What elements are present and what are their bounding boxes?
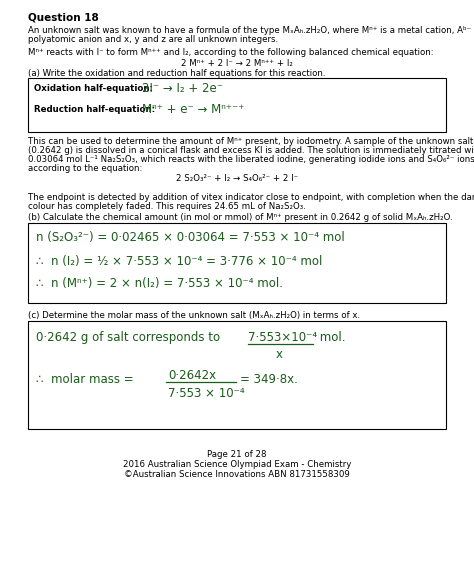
- Text: mol.: mol.: [316, 331, 346, 344]
- Bar: [28, 321, 446, 429]
- Text: polyatomic anion and x, y and z are all unknown integers.: polyatomic anion and x, y and z are all …: [28, 35, 278, 44]
- Text: This can be used to determine the amount of Mⁿ⁺ present, by iodometry. A sample : This can be used to determine the amount…: [28, 137, 474, 146]
- Text: n (S₂O₃²⁻) = 0·02465 × 0·03064 = 7·553 × 10⁻⁴ mol: n (S₂O₃²⁻) = 0·02465 × 0·03064 = 7·553 ×…: [36, 231, 345, 244]
- Text: The endpoint is detected by addition of vitex indicator close to endpoint, with : The endpoint is detected by addition of …: [28, 193, 474, 202]
- Text: (0.2642 g) is dissolved in a conical flask and excess KI is added. The solution : (0.2642 g) is dissolved in a conical fla…: [28, 146, 474, 155]
- Bar: [28, 223, 446, 303]
- Text: 2I⁻ → I₂ + 2e⁻: 2I⁻ → I₂ + 2e⁻: [142, 82, 223, 95]
- Text: = 349·8x.: = 349·8x.: [240, 373, 298, 386]
- Text: ∴  n (Mⁿ⁺) = 2 × n(I₂) = 7·553 × 10⁻⁴ mol.: ∴ n (Mⁿ⁺) = 2 × n(I₂) = 7·553 × 10⁻⁴ mol…: [36, 277, 283, 290]
- Text: Mⁿ⁺ reacts with I⁻ to form Mⁿ⁺⁺ and I₂, according to the following balanced chem: Mⁿ⁺ reacts with I⁻ to form Mⁿ⁺⁺ and I₂, …: [28, 48, 434, 57]
- Text: Oxidation half-equation:: Oxidation half-equation:: [34, 84, 153, 93]
- Text: Mⁿ⁺ + e⁻ → Mⁿ⁺⁻⁺: Mⁿ⁺ + e⁻ → Mⁿ⁺⁻⁺: [142, 103, 245, 116]
- Text: 7·553×10⁻⁴: 7·553×10⁻⁴: [248, 331, 317, 344]
- Text: x: x: [276, 348, 283, 361]
- Bar: [28, 78, 446, 132]
- Text: ∴  n (I₂) = ½ × 7·553 × 10⁻⁴ = 3·776 × 10⁻⁴ mol: ∴ n (I₂) = ½ × 7·553 × 10⁻⁴ = 3·776 × 10…: [36, 255, 322, 268]
- Text: 0·2642 g of salt corresponds to: 0·2642 g of salt corresponds to: [36, 331, 228, 344]
- Text: (c) Determine the molar mass of the unknown salt (MₓAₕ.zH₂O) in terms of x.: (c) Determine the molar mass of the unkn…: [28, 311, 360, 320]
- Text: 0.03064 mol L⁻¹ Na₂S₂O₃, which reacts with the liberated iodine, generating iodi: 0.03064 mol L⁻¹ Na₂S₂O₃, which reacts wi…: [28, 155, 474, 164]
- Text: An unknown salt was known to have a formula of the type MₓAₕ.zH₂O, where Mⁿ⁺ is : An unknown salt was known to have a form…: [28, 26, 474, 35]
- Text: ∴  molar mass =: ∴ molar mass =: [36, 373, 137, 386]
- Text: Page 21 of 28: Page 21 of 28: [207, 450, 267, 459]
- Text: Question 18: Question 18: [28, 13, 99, 23]
- Text: 2 S₂O₃²⁻ + I₂ → S₄O₆²⁻ + 2 I⁻: 2 S₂O₃²⁻ + I₂ → S₄O₆²⁻ + 2 I⁻: [176, 174, 298, 183]
- Text: (a) Write the oxidation and reduction half equations for this reaction.: (a) Write the oxidation and reduction ha…: [28, 69, 326, 78]
- Text: Reduction half-equation:: Reduction half-equation:: [34, 105, 155, 114]
- Text: 2016 Australian Science Olympiad Exam - Chemistry: 2016 Australian Science Olympiad Exam - …: [123, 460, 351, 469]
- Text: 7·553 × 10⁻⁴: 7·553 × 10⁻⁴: [168, 387, 245, 400]
- Text: colour has completely faded. This requires 24.65 mL of Na₂S₂O₃.: colour has completely faded. This requir…: [28, 202, 306, 211]
- Text: 0·2642x: 0·2642x: [168, 369, 216, 382]
- Text: (b) Calculate the chemical amount (in mol or mmol) of Mⁿ⁺ present in 0.2642 g of: (b) Calculate the chemical amount (in mo…: [28, 213, 453, 222]
- Text: 2 Mⁿ⁺ + 2 I⁻ → 2 Mⁿ⁺⁺ + I₂: 2 Mⁿ⁺ + 2 I⁻ → 2 Mⁿ⁺⁺ + I₂: [181, 59, 293, 68]
- Text: according to the equation:: according to the equation:: [28, 164, 142, 173]
- Text: ©Australian Science Innovations ABN 81731558309: ©Australian Science Innovations ABN 8173…: [124, 470, 350, 479]
